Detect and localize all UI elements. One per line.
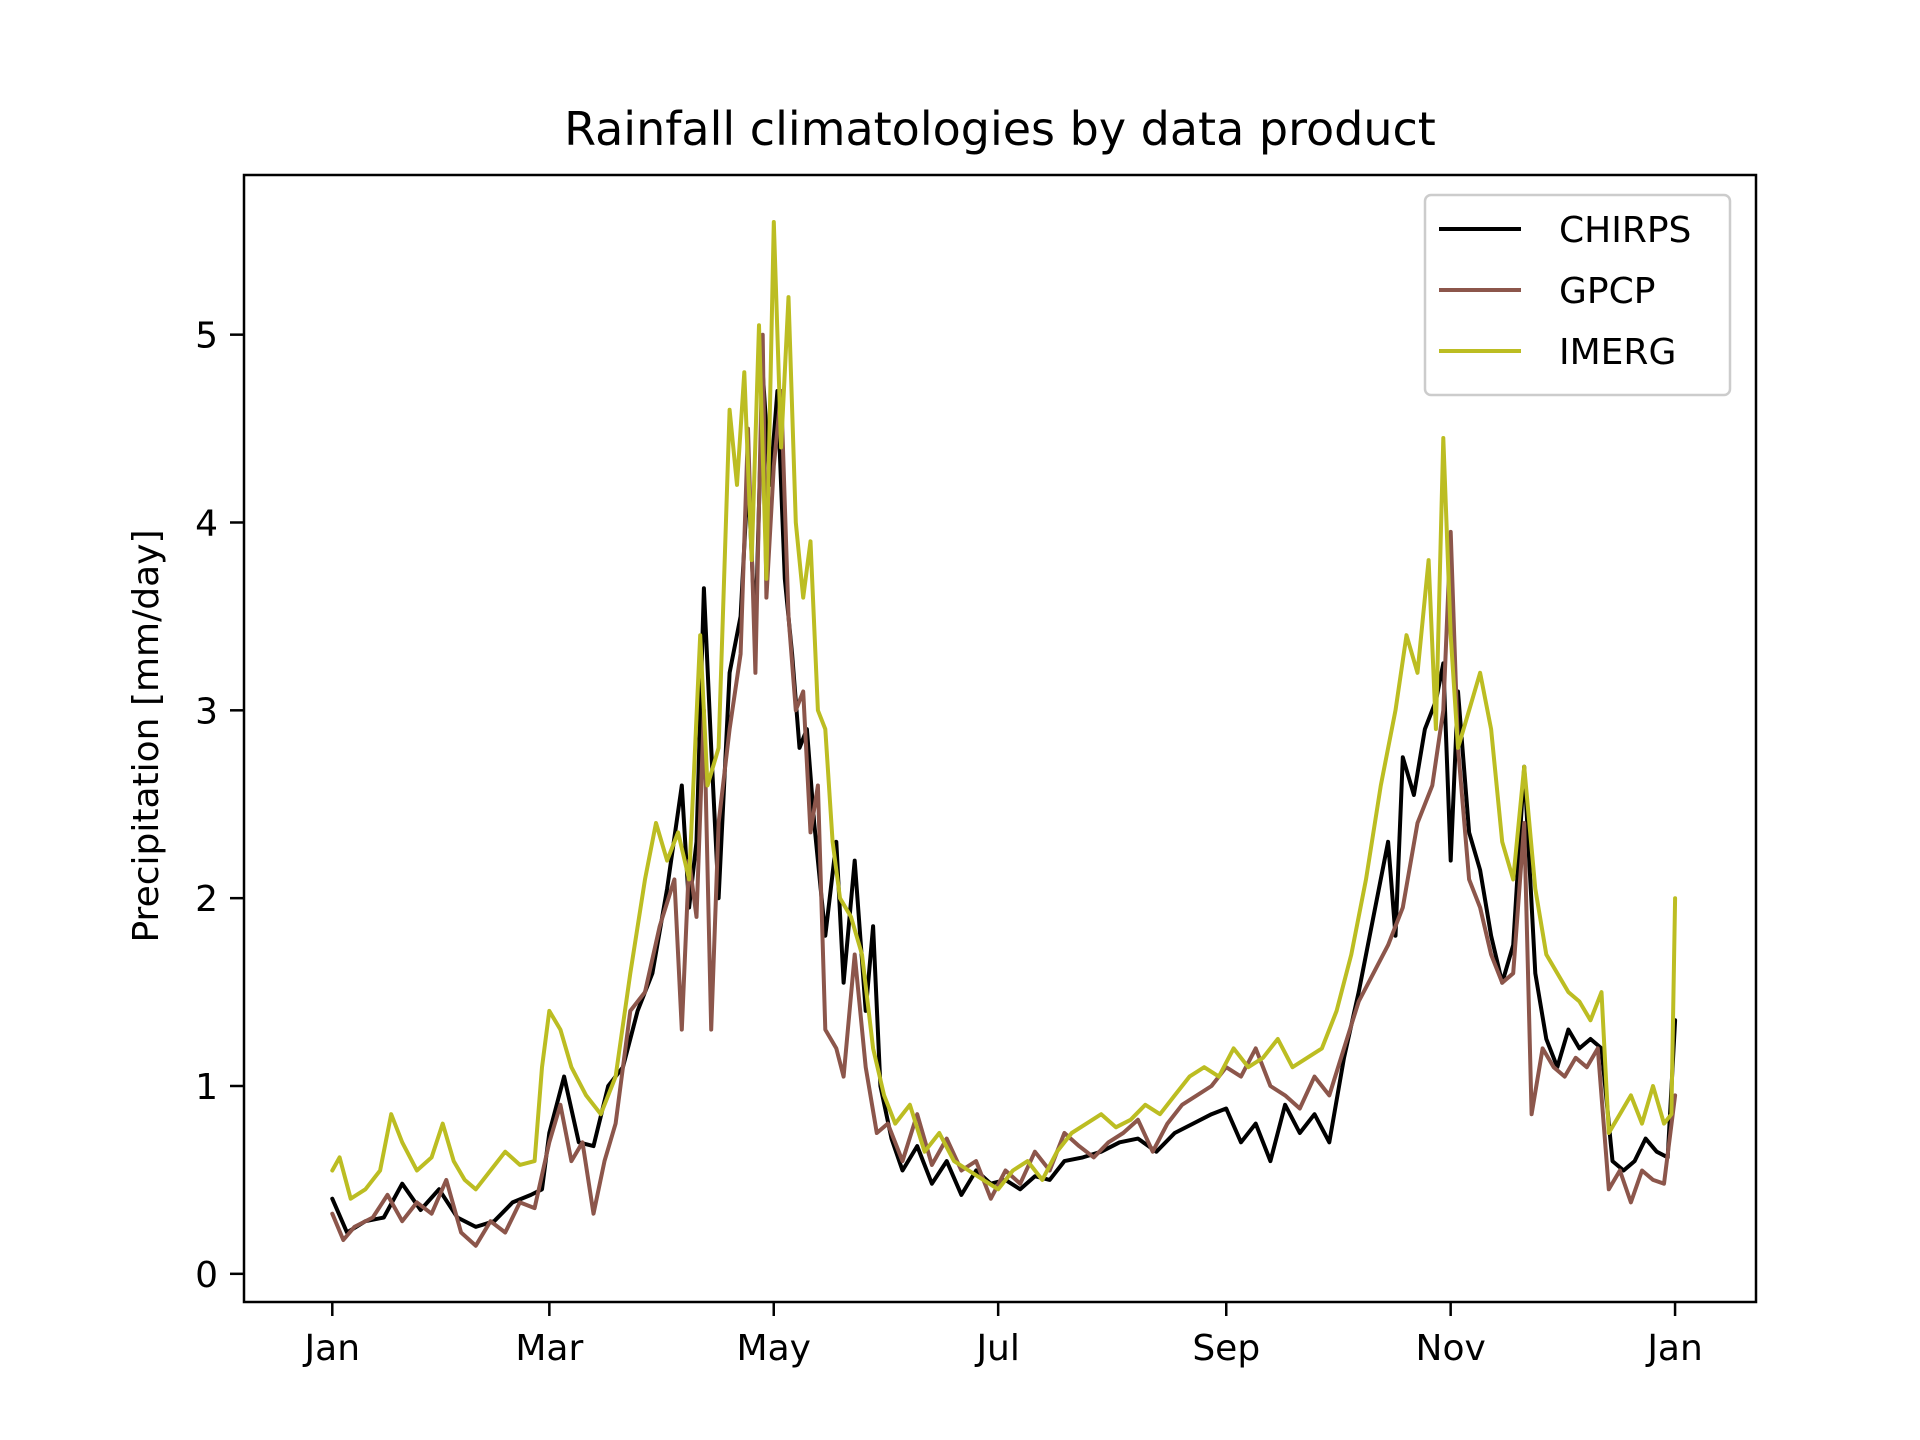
x-tick-label: Sep [1192, 1328, 1260, 1369]
series-line-gpcp [330, 332, 1678, 1248]
y-axis: 0 1 2 3 4 5 [195, 316, 244, 1296]
x-tick-label: May [737, 1328, 811, 1369]
y-tick-label: 2 [195, 879, 218, 920]
legend-box [1423, 193, 1732, 397]
y-tick-label: 5 [195, 316, 218, 357]
legend-label-gpcp: GPCP [1559, 271, 1655, 312]
x-tick-label: Mar [515, 1328, 583, 1369]
axes-frame [242, 173, 1758, 1304]
series-layer [330, 220, 1678, 1248]
legend-label-imerg: IMERG [1559, 332, 1676, 373]
legend: CHIRPS GPCP IMERG [1423, 193, 1732, 397]
chart-title: Rainfall climatologies by data product [564, 102, 1436, 156]
x-tick-label: Nov [1416, 1328, 1486, 1369]
legend-label-chirps: CHIRPS [1559, 210, 1691, 251]
x-tick-label: Jan [303, 1328, 361, 1369]
series-line-imerg [330, 220, 1678, 1201]
y-tick-label: 0 [195, 1255, 218, 1296]
x-axis: Jan Mar May Jul Sep Nov Jan [303, 1302, 1703, 1369]
x-tick-label: Jul [974, 1328, 1019, 1369]
y-tick-label: 1 [195, 1067, 218, 1108]
x-tick-label: Jan [1645, 1328, 1703, 1369]
plot-area [242, 173, 1758, 1304]
y-tick-label: 3 [195, 691, 218, 732]
y-tick-label: 4 [195, 503, 218, 544]
y-axis-label: Precipitation [mm/day] [126, 529, 167, 942]
